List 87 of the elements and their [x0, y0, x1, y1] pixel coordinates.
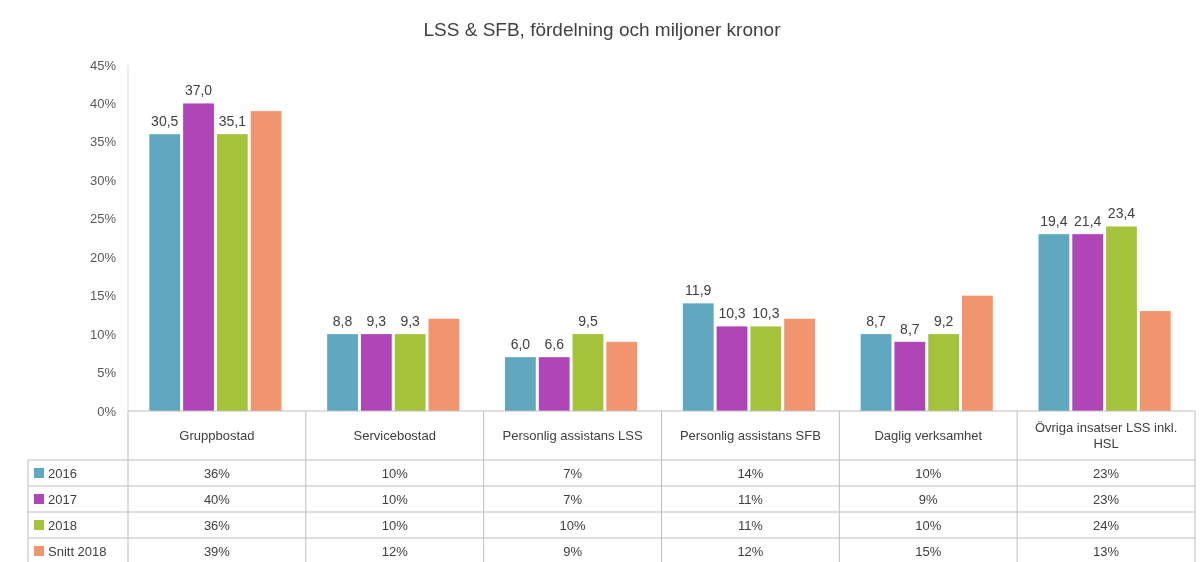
data-label: 36%	[203, 517, 231, 533]
data-label: 11%	[737, 491, 764, 507]
data-label: 12%	[381, 543, 409, 559]
data-label: 10%	[559, 517, 587, 533]
y-tick-label: 35%	[89, 134, 117, 150]
data-label: 9%	[918, 491, 939, 507]
bar	[183, 103, 214, 411]
x-tick-label: Personlig assistans SFB	[679, 428, 821, 444]
legend-label: 2017	[48, 491, 77, 507]
annotation: 35,1	[218, 113, 247, 130]
data-label: 10%	[381, 491, 409, 507]
annotation: 6,0	[510, 336, 531, 353]
bar	[360, 334, 392, 411]
bar	[149, 134, 181, 411]
bar	[428, 318, 460, 411]
data-label: 40%	[203, 491, 231, 507]
annotation: 21,4	[1074, 213, 1102, 230]
data-label: 10%	[915, 517, 942, 533]
x-tick-label: Gruppbostad	[179, 428, 255, 444]
chart-title: LSS & SFB, fördelning och miljoner kronor	[423, 19, 782, 40]
y-tick-label: 10%	[89, 326, 117, 342]
annotation: 23,4	[1107, 205, 1136, 222]
annotation: 11,9	[685, 282, 712, 299]
bar	[1038, 234, 1070, 411]
bar	[538, 357, 570, 411]
bar	[606, 341, 638, 411]
annotation: 9,5	[578, 313, 598, 330]
legend-label: 2018	[48, 517, 77, 533]
data-label: 36%	[203, 465, 231, 481]
annotation: 19,4	[1040, 213, 1068, 230]
annotation: 8,7	[900, 320, 920, 337]
y-tick-label: 0%	[97, 403, 117, 419]
data-label: 23%	[1093, 465, 1120, 481]
bar	[216, 134, 248, 411]
y-tick-label: 25%	[89, 211, 117, 227]
bar	[505, 357, 536, 411]
annotation: 8,7	[866, 313, 887, 330]
bar	[928, 334, 960, 411]
bar	[894, 341, 926, 411]
bar	[327, 334, 358, 411]
bar	[394, 334, 426, 411]
data-label: 24%	[1093, 517, 1120, 533]
annotation: 10,3	[718, 305, 746, 322]
data-label: 9%	[563, 543, 583, 559]
y-tick-label: 20%	[89, 249, 117, 265]
bar	[750, 326, 782, 411]
annotation: 9,3	[400, 313, 421, 330]
bar	[860, 334, 892, 411]
bar	[682, 303, 714, 411]
y-tick-label: 15%	[89, 288, 117, 304]
data-label: 11%	[737, 517, 764, 533]
data-label: 39%	[203, 543, 231, 559]
bar	[962, 295, 993, 411]
annotation: 8,8	[332, 313, 353, 330]
data-label: 15%	[915, 543, 942, 559]
data-label: 10%	[915, 465, 942, 481]
data-label: 14%	[737, 465, 764, 481]
data-label: 13%	[1093, 543, 1120, 559]
y-tick-label: 40%	[89, 95, 117, 111]
y-tick-label: 5%	[97, 365, 117, 381]
annotation: 9,3	[366, 313, 387, 330]
annotation: 10,3	[752, 305, 780, 322]
bar	[1106, 226, 1137, 411]
x-tick-label: Personlig assistans LSS	[502, 428, 643, 444]
data-label: 7%	[563, 491, 583, 507]
data-label: 7%	[563, 465, 583, 481]
data-label: 23%	[1093, 491, 1120, 507]
bar	[716, 326, 748, 411]
x-tick-label: Övriga insatser LSS inkl. HSL	[1034, 420, 1178, 452]
legend-label: 2016	[48, 465, 77, 481]
annotation: 37,0	[184, 82, 213, 99]
x-tick-label: Servicebostad	[353, 428, 436, 444]
x-tick-label: Daglig verksamhet	[874, 428, 983, 444]
bar	[784, 318, 815, 411]
data-label: 12%	[737, 543, 764, 559]
bar	[1139, 311, 1171, 411]
bar	[572, 334, 604, 411]
data-label: 10%	[381, 517, 409, 533]
annotation: 30,5	[151, 113, 179, 130]
legend-label: Snitt 2018	[48, 543, 107, 559]
y-tick-label: 45%	[89, 57, 117, 73]
data-label: 10%	[381, 465, 409, 481]
bar	[250, 111, 282, 411]
bar	[1072, 234, 1104, 411]
annotation: 9,2	[933, 313, 954, 330]
y-tick-label: 30%	[89, 172, 117, 188]
annotation: 6,6	[544, 336, 565, 353]
